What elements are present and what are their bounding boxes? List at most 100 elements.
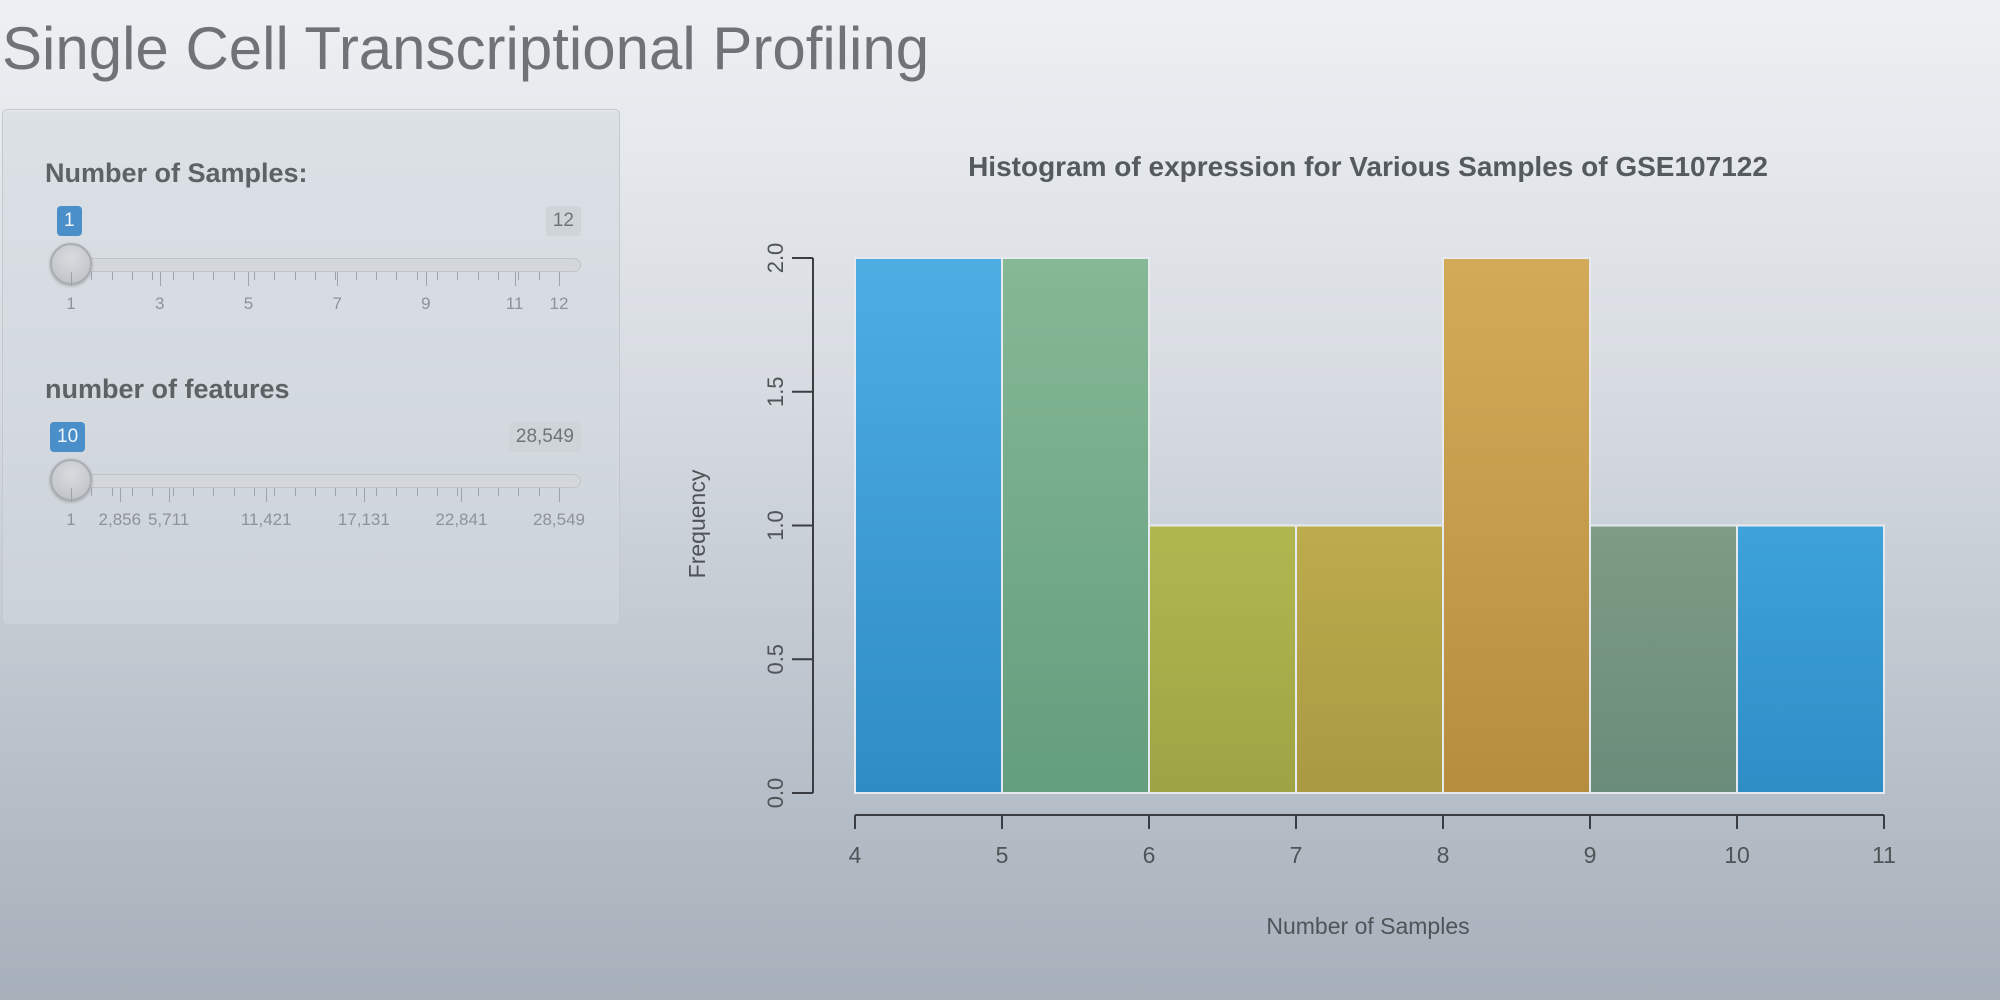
samples-slider-major-tick — [71, 272, 72, 286]
samples-slider-tick-label: 11 — [505, 294, 524, 313]
features-slider-minor-tick — [172, 488, 174, 496]
samples-slider-minor-tick — [111, 272, 113, 280]
features-slider-minor-tick — [518, 488, 520, 496]
features-slider-minor-tick — [274, 488, 276, 496]
features-slider-minor-tick — [213, 488, 215, 496]
features-slider-minor-tick — [335, 488, 337, 496]
features-slider-minor-tick — [437, 488, 438, 496]
samples-slider-minor-tick — [91, 272, 93, 280]
samples-slider-label: Number of Samples: — [45, 158, 308, 188]
samples-slider-minor-tick — [152, 272, 154, 280]
samples-slider-minor-tick — [437, 272, 438, 280]
features-slider-tick-label: 11,421 — [240, 510, 292, 529]
samples-slider-major-tick — [159, 272, 161, 286]
x-axis-tick-label: 4 — [849, 842, 862, 868]
features-slider-major-tick — [461, 488, 463, 502]
features-slider-minor-tick — [396, 488, 398, 496]
features-slider-minor-tick — [477, 488, 479, 496]
samples-slider-minor-tick — [172, 272, 174, 280]
features-slider-minor-tick — [498, 488, 499, 496]
histogram-bar — [1442, 257, 1591, 794]
features-slider-major-tick — [71, 488, 72, 502]
samples-slider-minor-tick — [498, 272, 499, 280]
samples-slider-minor-tick — [233, 272, 235, 280]
features-slider-minor-tick — [376, 488, 377, 496]
features-slider-minor-tick — [233, 488, 235, 496]
x-axis-tick-label: 7 — [1290, 842, 1303, 868]
samples-slider-minor-tick — [396, 272, 398, 280]
samples-slider-minor-tick — [477, 272, 479, 280]
features-slider-minor-tick — [457, 488, 459, 496]
features-slider-major-tick — [363, 488, 365, 502]
features-slider-minor-tick — [111, 488, 113, 496]
features-slider-tick-label: 28,549 — [533, 510, 585, 529]
samples-slider-minor-tick — [132, 272, 133, 280]
x-axis-tick-label: 11 — [1872, 842, 1896, 868]
samples-slider-minor-tick — [416, 272, 418, 280]
features-slider-major-tick — [559, 488, 560, 502]
features-slider-minor-tick — [91, 488, 93, 496]
bars-group — [854, 257, 1885, 794]
samples-slider[interactable]: 1 12 1 3 5 7 9 11 12 — [45, 206, 585, 326]
y-axis-tick-label: 2.0 — [763, 243, 788, 274]
features-slider-value-badge: 10 — [50, 422, 86, 452]
samples-slider-tick-label: 1 — [66, 294, 76, 313]
features-slider-max-badge: 28,549 — [508, 422, 581, 452]
histogram-bar — [854, 257, 1003, 794]
y-axis-tick-label: 1.5 — [763, 376, 788, 407]
samples-slider-minor-tick — [213, 272, 215, 280]
features-slider-track[interactable] — [53, 474, 581, 488]
samples-slider-tick-label: 12 — [549, 294, 569, 313]
samples-slider-tick-label: 7 — [332, 294, 342, 313]
samples-slider-tick-label: 3 — [154, 294, 165, 313]
histogram-bar — [1148, 524, 1297, 794]
samples-slider-minor-tick — [254, 272, 255, 280]
samples-slider-major-tick — [337, 272, 339, 286]
features-slider-tick-label: 22,841 — [435, 510, 488, 529]
x-axis-tick-label: 9 — [1584, 842, 1597, 868]
features-slider-minor-tick — [193, 488, 194, 496]
samples-slider-value-badge: 1 — [57, 206, 82, 236]
histogram-bar — [1589, 524, 1738, 794]
features-slider-minor-tick — [538, 488, 540, 496]
samples-slider-major-tick — [559, 272, 560, 286]
samples-slider-ticks: 1 3 5 7 9 11 12 — [45, 272, 585, 326]
features-slider-tick-label: 2,856 — [98, 510, 142, 529]
features-slider-label: number of features — [45, 374, 290, 404]
features-slider-minor-tick — [294, 488, 296, 496]
y-axis-label: Frequency — [684, 469, 710, 578]
features-slider-minor-tick — [315, 488, 316, 496]
samples-slider-minor-tick — [538, 272, 540, 280]
features-slider-major-tick — [119, 488, 121, 502]
histogram-plot: Histogram of expression for Various Samp… — [660, 110, 2000, 1000]
samples-slider-major-tick — [514, 272, 516, 286]
features-slider-tick-label: 1 — [66, 510, 76, 529]
samples-slider-track[interactable] — [53, 258, 581, 272]
histogram-bar — [1001, 257, 1150, 794]
features-slider-minor-tick — [355, 488, 357, 496]
samples-slider-tick-label: 5 — [243, 294, 254, 313]
samples-slider-tick-label: 9 — [421, 294, 431, 313]
samples-slider-major-tick — [425, 272, 427, 286]
features-slider-tick-label: 5,711 — [147, 510, 190, 529]
sidebar-panel: Number of Samples: 1 12 1 3 5 7 9 11 12 number… — [2, 109, 620, 625]
features-slider[interactable]: 10 28,549 1 2,856 5,711 11,421 17,131 22,841 2… — [45, 422, 585, 542]
x-axis-tick-label: 8 — [1437, 842, 1450, 868]
x-axis-label: Number of Samples — [1266, 913, 1469, 939]
x-axis-tick-label: 10 — [1724, 842, 1750, 868]
features-slider-minor-tick — [132, 488, 133, 496]
y-axis-tick-label: 0.5 — [763, 644, 788, 675]
samples-slider-minor-tick — [355, 272, 357, 280]
y-axis-tick-label: 1.0 — [763, 510, 788, 541]
page-title: Single Cell Transcriptional Profiling — [2, 15, 930, 82]
samples-slider-minor-tick — [193, 272, 194, 280]
x-axis-tick-label: 6 — [1143, 842, 1156, 868]
y-axis: 0.0 0.5 1.0 1.5 2.0 — [763, 243, 814, 808]
samples-slider-minor-tick — [315, 272, 316, 280]
features-slider-minor-tick — [152, 488, 154, 496]
features-slider-tick-label: 17,131 — [337, 510, 390, 529]
x-axis: 4 5 6 7 8 9 10 11 — [849, 814, 1896, 868]
samples-slider-minor-tick — [274, 272, 276, 280]
features-slider-ticks: 1 2,856 5,711 11,421 17,131 22,841 28,549 — [45, 488, 585, 542]
x-axis-tick-label: 5 — [996, 842, 1009, 868]
